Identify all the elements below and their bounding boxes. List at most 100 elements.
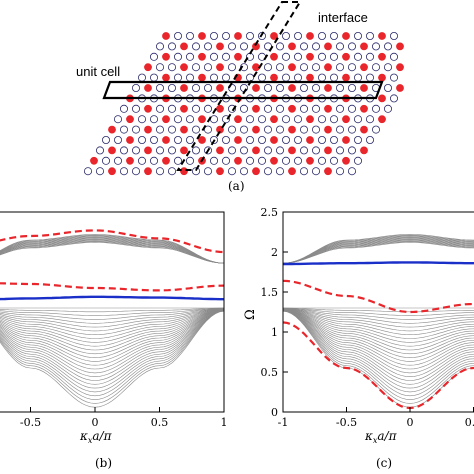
edge-mode-solid-line — [283, 261, 474, 266]
lattice-site-filled — [306, 73, 314, 82]
lattice-site-open — [149, 135, 158, 144]
lattice-site-filled — [306, 32, 314, 40]
lattice-site-open — [329, 52, 338, 61]
panel-b-bulk-bands — [0, 234, 225, 408]
lattice-site-open — [173, 115, 182, 124]
lattice-site-open — [371, 42, 380, 51]
lattice-site-filled — [306, 156, 314, 165]
lattice-site-open — [203, 104, 212, 113]
panel-a-lattice: interface unit cell (a) — [76, 1, 404, 193]
lattice-site-filled — [144, 104, 152, 113]
lattice-site-open — [263, 167, 272, 176]
lattice-site-open — [191, 146, 200, 155]
lattice-site-open — [84, 167, 93, 176]
lattice-site-filled — [270, 52, 278, 61]
lattice-site-open — [102, 156, 111, 165]
lattice-site-open — [257, 73, 266, 82]
bulk-band-line — [0, 309, 225, 374]
bulk-band-line — [282, 307, 474, 316]
bulk-band-line — [0, 236, 225, 264]
lattice-site-filled — [342, 156, 350, 165]
lattice-site-open — [120, 125, 129, 134]
lattice-site-filled — [360, 125, 368, 134]
lattice-site-open — [311, 84, 320, 93]
edge-mode-solid-line — [0, 295, 224, 301]
lattice-site-filled — [216, 125, 224, 134]
panel-b-axes-frame — [0, 211, 225, 413]
lattice-site-filled — [162, 32, 170, 40]
lattice-site-open — [245, 73, 254, 82]
lattice-site-filled — [396, 84, 404, 92]
label-interface: interface — [318, 10, 368, 25]
lattice-site-open — [257, 135, 266, 144]
lattice-site-open — [191, 125, 200, 134]
lattice-site-open — [149, 73, 158, 82]
lattice-site-open — [281, 73, 290, 82]
lattice-site-open — [329, 73, 338, 82]
lattice-site-open — [185, 32, 194, 41]
ytick-label: 2.5 — [261, 206, 279, 219]
bulk-band-line — [282, 238, 474, 264]
lattice-site-open — [167, 42, 176, 51]
lattice-site-open — [209, 73, 218, 82]
lattice-site-filled — [342, 73, 350, 82]
lattice-site-open — [389, 52, 398, 61]
lattice-site-open — [293, 115, 302, 124]
bulk-band-line — [0, 308, 225, 336]
lattice-site-open — [347, 104, 356, 113]
lattice-site-open — [353, 32, 362, 41]
lattice-site-open — [149, 156, 158, 165]
lattice-site-open — [173, 52, 182, 61]
lattice-site-open — [347, 125, 356, 134]
bulk-band-line — [282, 241, 474, 264]
lattice-site-open — [335, 167, 344, 176]
lattice-site-filled — [342, 32, 350, 40]
unit-cell-parallelogram — [102, 80, 384, 100]
lattice-site-open — [353, 115, 362, 124]
lattice-site-filled — [288, 146, 296, 155]
lattice-site-filled — [270, 73, 278, 82]
lattice-site-open — [281, 156, 290, 165]
lattice-site-filled — [108, 167, 116, 176]
lattice-site-open — [347, 146, 356, 155]
lattice-site-filled — [396, 42, 404, 51]
bulk-band-line — [282, 308, 474, 324]
lattice-site-filled — [180, 167, 188, 176]
lattice-site-open — [335, 125, 344, 134]
bulk-band-line — [282, 308, 474, 343]
lattice-site-open — [335, 63, 344, 72]
lattice-site-open — [191, 84, 200, 93]
lattice-site-open — [191, 42, 200, 51]
bulk-band-line — [282, 309, 474, 374]
lattice-site-open — [245, 115, 254, 124]
lattice-dots — [84, 32, 404, 176]
lattice-site-filled — [252, 146, 260, 155]
lattice-site-filled — [324, 167, 332, 176]
lattice-site-open — [221, 52, 230, 61]
lattice-site-filled — [324, 146, 332, 155]
lattice-site-filled — [180, 84, 188, 92]
ytick-label: 2 — [271, 246, 278, 259]
lattice-site-filled — [270, 136, 278, 144]
lattice-site-open — [173, 32, 182, 41]
lattice-site-open — [317, 73, 326, 82]
bulk-band-line — [282, 234, 474, 264]
lattice-site-open — [347, 84, 356, 93]
bulk-band-line — [282, 309, 474, 351]
lattice-site-open — [167, 63, 176, 72]
lattice-site-filled — [144, 146, 152, 155]
bulk-band-line — [0, 309, 225, 358]
lattice-site-open — [191, 104, 200, 113]
lattice-site-open — [335, 84, 344, 93]
lattice-site-open — [311, 125, 320, 134]
lattice-site-filled — [306, 136, 314, 144]
lattice-site-filled — [342, 52, 350, 61]
lattice-site-open — [371, 104, 380, 113]
lattice-site-filled — [252, 167, 260, 176]
lattice-site-open — [155, 125, 164, 134]
lattice-site-open — [293, 32, 302, 41]
panel-b-xlabel: κxa/π — [79, 429, 113, 445]
lattice-site-filled — [360, 104, 368, 113]
lattice-site-filled — [198, 136, 206, 144]
lattice-site-open — [155, 63, 164, 72]
